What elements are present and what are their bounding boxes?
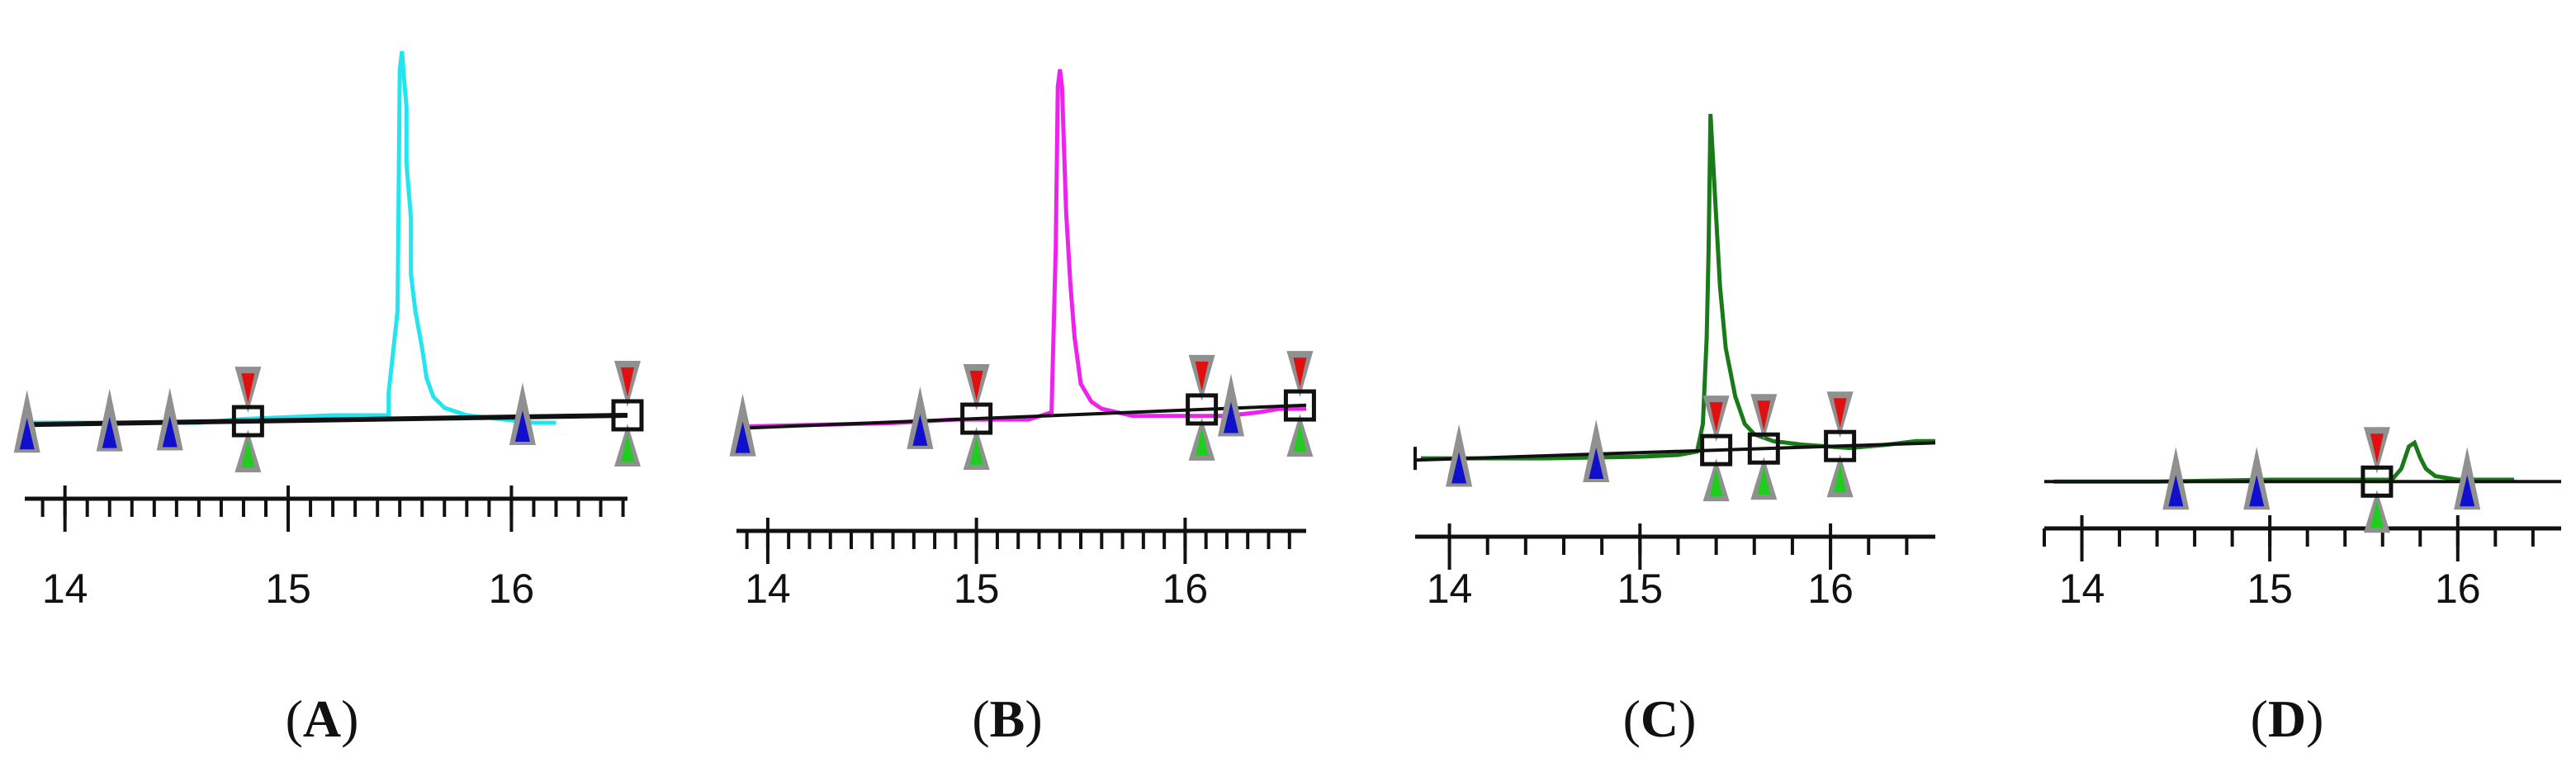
- panel-c: 14 15 16 (C): [1413, 113, 1936, 748]
- panel-c-baseline: [1414, 441, 1936, 462]
- panel-b-tick-label: 16: [1163, 566, 1209, 612]
- panel-a-label: (A): [286, 689, 359, 748]
- panel-d: 14 15 16 (D): [2043, 427, 2561, 748]
- marker-fill: [1224, 401, 1239, 433]
- hourglass-bottom-fill: [621, 433, 634, 462]
- panel-a-tick-label: 16: [489, 566, 535, 612]
- panel-a-peak-marker: [231, 367, 264, 473]
- panel-b-sub-marker: [729, 393, 756, 457]
- marker-fill: [735, 421, 751, 453]
- hourglass-top-fill: [1195, 361, 1209, 391]
- panel-b-plot: [729, 69, 1316, 564]
- panel-c-sub-marker: [1446, 424, 1473, 487]
- hourglass-top-fill: [2370, 433, 2384, 464]
- panel-a-sub-marker: [156, 387, 183, 451]
- panel-d-trace: [2053, 439, 2515, 484]
- panel-b-tick-label: 15: [954, 566, 1000, 612]
- panel-c-plot: [1413, 113, 1936, 570]
- marker-fill: [514, 410, 530, 442]
- marker-fill: [162, 415, 178, 448]
- hourglass-bottom-fill: [1293, 424, 1307, 452]
- panel-a-peak-marker: [611, 361, 644, 467]
- panel-a-sub-marker: [509, 381, 536, 445]
- panel-d-sub-marker: [2454, 447, 2481, 510]
- hourglass-top-fill: [1757, 400, 1771, 431]
- hourglass-top-fill: [1833, 398, 1847, 429]
- panel-a-trace: [25, 50, 556, 425]
- peak-square: [231, 405, 264, 438]
- panel-b-trace: [736, 69, 1306, 429]
- peak-square: [1824, 429, 1857, 462]
- panel-c-tick-label: 16: [1807, 566, 1854, 612]
- panel-d-tick-label: 16: [2435, 566, 2481, 612]
- panel-c-tick-label: 14: [1427, 566, 1473, 612]
- peak-square: [2361, 465, 2394, 498]
- panel-b: 14 15 16 (B): [729, 69, 1316, 748]
- panel-b-tick-labels: 14 15 16: [745, 566, 1208, 612]
- panel-b-baseline: [736, 403, 1307, 430]
- panel-d-tick-label: 15: [2247, 566, 2293, 612]
- panel-c-tick-labels: 14 15 16: [1427, 566, 1854, 612]
- panel-b-peak-marker: [1186, 354, 1219, 461]
- panel-d-letter: D: [2268, 689, 2306, 748]
- panel-b-peak-marker: [1283, 351, 1316, 457]
- panel-a-tick-labels: 14 15 16: [42, 566, 534, 612]
- marker-fill: [2168, 475, 2184, 507]
- marker-fill: [102, 416, 117, 448]
- panel-a-letter: A: [303, 689, 341, 748]
- hourglass-bottom-fill: [969, 437, 983, 466]
- hourglass-top-fill: [969, 371, 983, 401]
- panel-c-peak-marker: [1700, 395, 1733, 502]
- panel-d-tick-label: 14: [2059, 566, 2105, 612]
- panel-d-label: (D): [2251, 689, 2324, 748]
- hourglass-top-fill: [1293, 358, 1307, 388]
- panel-d-plot: [2043, 427, 2561, 561]
- panel-c-peak-marker: [1824, 391, 1857, 498]
- panel-b-letter: B: [990, 689, 1025, 748]
- hourglass-top-fill: [621, 367, 634, 397]
- marker-fill: [1589, 447, 1604, 479]
- hourglass-bottom-fill: [241, 439, 255, 468]
- hourglass-top-fill: [1709, 402, 1723, 433]
- peak-square: [1186, 393, 1219, 426]
- panel-c-label: (C): [1623, 689, 1697, 748]
- peak-square: [611, 399, 644, 432]
- panel-a-sub-marker: [96, 388, 123, 452]
- panel-d-peak-marker: [2361, 427, 2394, 533]
- panel-c-sub-marker: [1583, 419, 1610, 482]
- panel-b-sub-marker: [1218, 373, 1245, 437]
- hourglass-bottom-fill: [1833, 464, 1847, 493]
- panel-b-tick-label: 14: [745, 566, 791, 612]
- hourglass-bottom-fill: [1195, 427, 1209, 456]
- marker-fill: [912, 414, 928, 446]
- hourglass-bottom-fill: [2370, 500, 2384, 528]
- panel-a-tick-label: 14: [42, 566, 88, 612]
- hourglass-bottom-fill: [1757, 467, 1771, 495]
- panel-c-trace: [1420, 113, 1935, 461]
- peak-square: [1747, 432, 1780, 465]
- marker-fill: [2249, 475, 2265, 507]
- panel-c-tick-label: 15: [1617, 566, 1663, 612]
- panel-b-label: (B): [972, 689, 1042, 748]
- marker-fill: [19, 418, 35, 450]
- panel-c-peak-marker: [1747, 394, 1780, 500]
- panel-a-sub-marker: [13, 390, 40, 453]
- panel-c-letter: C: [1641, 689, 1679, 748]
- panel-d-tick-labels: 14 15 16: [2059, 566, 2481, 612]
- peak-square: [1283, 389, 1316, 422]
- panel-d-sub-marker: [2162, 447, 2190, 510]
- marker-fill: [2460, 475, 2475, 507]
- panel-d-sub-marker: [2243, 447, 2271, 510]
- panel-a-tick-label: 15: [265, 566, 311, 612]
- peak-square: [1700, 433, 1733, 467]
- panel-b-peak-marker: [960, 364, 993, 471]
- panel-a-plot: [13, 50, 644, 532]
- panel-b-sub-marker: [907, 386, 934, 449]
- panel-a: 14 15 16 (A): [13, 50, 644, 748]
- marker-fill: [1451, 452, 1467, 484]
- peak-square: [960, 402, 993, 435]
- hourglass-top-fill: [241, 373, 255, 404]
- hourglass-bottom-fill: [1709, 468, 1723, 497]
